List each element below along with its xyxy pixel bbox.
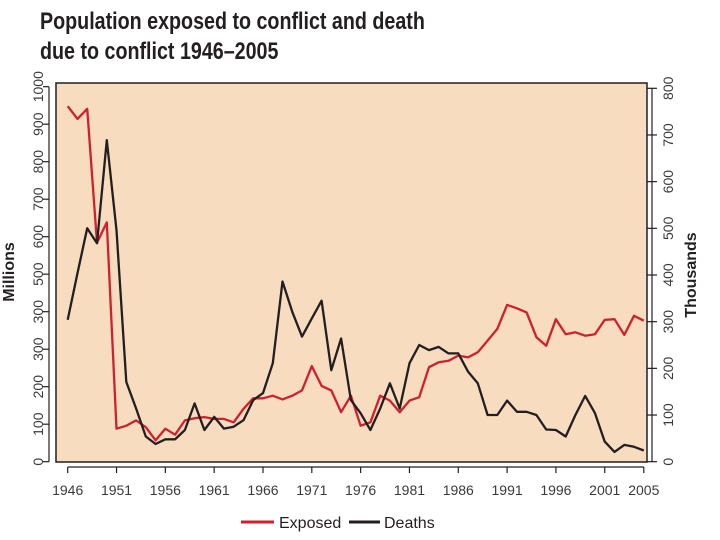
legend-label-deaths: Deaths bbox=[384, 515, 435, 532]
y-right-axis-label: Thousands bbox=[683, 232, 700, 317]
legend: Exposed Deaths bbox=[241, 515, 435, 532]
y-right-tick-label: 300 bbox=[660, 310, 676, 334]
x-tick-label: 1946 bbox=[52, 482, 83, 498]
y-left-tick-label: 100 bbox=[30, 412, 46, 436]
y-right-tick-label: 700 bbox=[660, 123, 676, 147]
y-left-tick-label: 500 bbox=[30, 262, 46, 286]
x-tick-label: 1981 bbox=[394, 482, 425, 498]
x-tick-label: 1966 bbox=[247, 482, 278, 498]
x-tick-label: 1971 bbox=[296, 482, 327, 498]
x-tick-label: 1996 bbox=[540, 482, 571, 498]
x-tick-label: 1951 bbox=[101, 482, 132, 498]
chart-title-line-2: due to conflict 1946–2005 bbox=[40, 38, 279, 65]
x-tick-label: 2005 bbox=[628, 482, 659, 498]
x-tick-label: 1961 bbox=[199, 482, 230, 498]
series-line-exposed bbox=[66, 105, 645, 442]
x-tick-label: 1956 bbox=[150, 482, 181, 498]
x-tick-label: 1991 bbox=[492, 482, 523, 498]
y-left-tick-label: 300 bbox=[30, 337, 46, 361]
y-right-tick-label: 0 bbox=[660, 458, 676, 466]
x-tick-label: 1976 bbox=[345, 482, 376, 498]
y-right-tick-label: 600 bbox=[660, 170, 676, 194]
y-right-tick-label: 400 bbox=[660, 263, 676, 287]
legend-label-exposed: Exposed bbox=[279, 515, 341, 532]
y-left-tick-label: 700 bbox=[30, 187, 46, 211]
y-right-tick-label: 200 bbox=[660, 356, 676, 380]
chart-title-line-1: Population exposed to conflict and death bbox=[40, 8, 425, 35]
x-tick-label: 2001 bbox=[589, 482, 620, 498]
y-left-tick-label: 900 bbox=[30, 112, 46, 136]
x-tick-label: 1986 bbox=[443, 482, 474, 498]
y-left-tick-label: 200 bbox=[30, 375, 46, 399]
y-left-tick-label: 800 bbox=[30, 150, 46, 174]
y-right-tick-label: 100 bbox=[660, 403, 676, 427]
y-left-tick-label: 1000 bbox=[30, 71, 46, 102]
series-line-deaths bbox=[66, 138, 645, 454]
y-left-tick-label: 600 bbox=[30, 225, 46, 249]
y-left-tick-label: 300 bbox=[30, 300, 46, 324]
plot-background bbox=[55, 82, 648, 463]
y-right-tick-label: 800 bbox=[660, 76, 676, 100]
y-right-tick-label: 500 bbox=[660, 216, 676, 240]
y-left-tick-label: 0 bbox=[30, 458, 46, 466]
y-left-axis-label: Millions bbox=[1, 242, 18, 302]
